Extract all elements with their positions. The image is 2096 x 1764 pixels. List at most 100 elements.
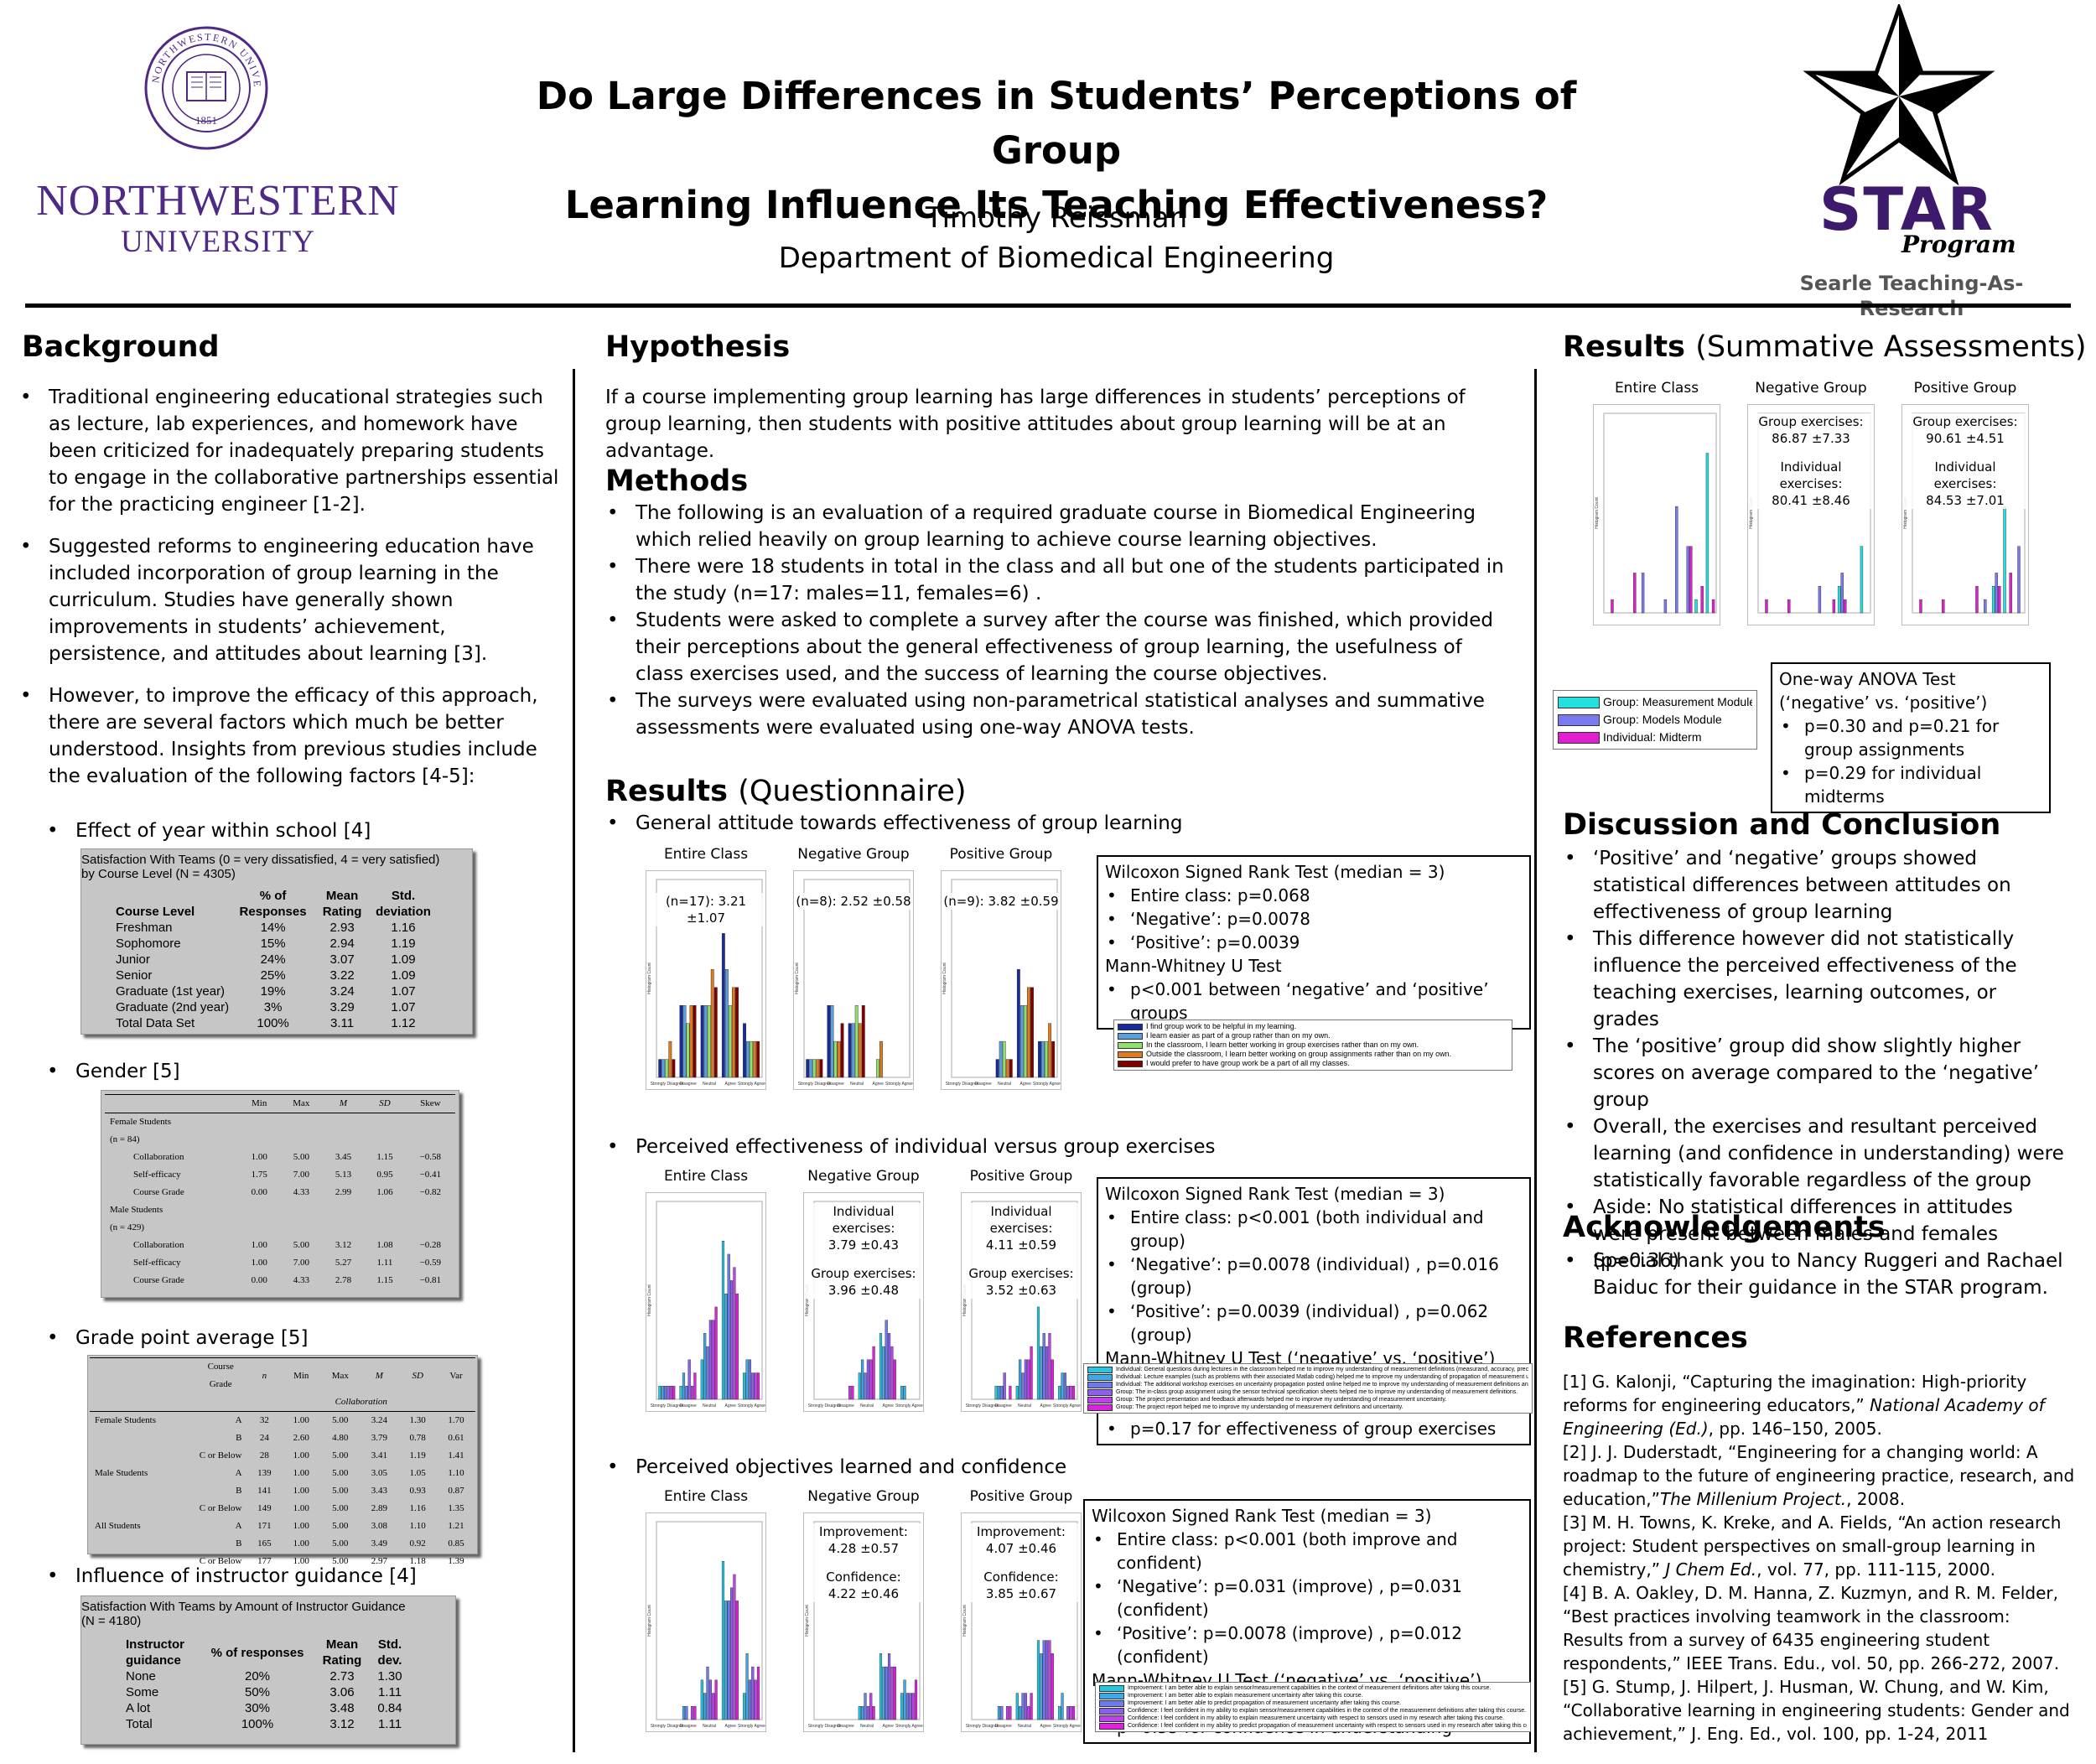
bar xyxy=(1837,586,1841,614)
bar xyxy=(721,1561,725,1720)
background-heading: Background xyxy=(22,330,220,364)
bar-chart: Histogram Count Strongly DisagreeDisagree… xyxy=(942,879,1061,1087)
legend-swatch xyxy=(1099,1684,1124,1692)
table-cell xyxy=(323,1131,364,1149)
svg-text:NORTHWESTERN UNIVERSITY: NORTHWESTERN UNIVERSITY xyxy=(143,25,263,89)
bar xyxy=(735,1601,739,1720)
table-cell: −0.41 xyxy=(419,1170,442,1180)
annotation-line: Confidence: xyxy=(983,1569,1059,1585)
legend-item: Confidence: I feel confident in my abili… xyxy=(1099,1722,1527,1730)
x-tick-label: Neutral xyxy=(703,1724,716,1729)
table-cell: Junior xyxy=(116,952,150,967)
bar xyxy=(733,1267,736,1400)
table-cell: 100% xyxy=(241,1717,274,1731)
table-cell: 5.00 xyxy=(293,1240,309,1250)
stat-bullet: Entire class: p<0.001 (both improve and … xyxy=(1092,1528,1523,1575)
title-line-2: Learning Influence Its Teaching Effectiv… xyxy=(564,183,1549,227)
x-tick-label: Strongly Disagree xyxy=(651,1082,684,1087)
bar xyxy=(748,1679,752,1720)
reference-item: [4] B. A. Oakley, D. M. Hanna, Z. Kuzmyn… xyxy=(1563,1581,2076,1675)
bar xyxy=(735,1293,739,1400)
bar xyxy=(679,1004,683,1078)
table-row: Sophomore 15% 2.94 1.19 xyxy=(112,936,435,952)
legend-swatch xyxy=(1118,1041,1143,1049)
bar xyxy=(1000,1706,1004,1720)
legend-item: In the classroom, I learn better working… xyxy=(1118,1040,1508,1050)
stat-bullet: Entire class: p=0.068 xyxy=(1105,884,1523,907)
table-cell: 2.94 xyxy=(329,936,355,951)
table-cell: 5.00 xyxy=(332,1521,349,1531)
y-axis-label: Histogram Count xyxy=(647,1284,652,1316)
chart-panel: Histogram Count Group exercises: 90.61 ±4.… xyxy=(1901,404,2029,625)
legend-label: In the classroom, I learn better working… xyxy=(1146,1040,1419,1049)
table-row: Male Students A 139 1.00 5.00 3.05 1.05 1.10 xyxy=(90,1465,475,1482)
table-cell xyxy=(364,1201,405,1219)
chart-panel: Histogram Count Strongly Disagree Disagree… xyxy=(646,1512,766,1732)
reference-text: [2] J. J. Duderstadt, “Engineering for a… xyxy=(1563,1442,2075,1509)
bar xyxy=(1027,987,1030,1078)
gender-data: Min Max M SD Skew Female Students (n = 84) Col… xyxy=(105,1094,455,1289)
bar xyxy=(1027,1359,1030,1400)
table-cell: 1.00 xyxy=(251,1240,267,1250)
table-row: C or Below 149 1.00 5.00 2.89 1.16 1.35 xyxy=(90,1500,475,1518)
legend-label: Improvement: I am better able to explain… xyxy=(1128,1693,1363,1699)
bar xyxy=(1705,453,1709,614)
table-cell: A lot xyxy=(126,1701,151,1715)
hypothesis-text: If a course implementing group learning … xyxy=(605,387,1466,462)
chart-panel-title: Entire Class xyxy=(663,1488,749,1505)
col-header: Max xyxy=(331,1370,349,1381)
x-tick-label: Disagree xyxy=(995,1724,1012,1729)
table-cell: 165 xyxy=(257,1538,272,1549)
stat-bullet: p=0.29 for individual midterms xyxy=(1779,761,2042,808)
bar xyxy=(890,1666,894,1720)
bar xyxy=(1024,1693,1027,1720)
bar xyxy=(703,1333,707,1400)
table-cell: Total xyxy=(126,1717,153,1731)
legend-swatch xyxy=(1099,1707,1124,1715)
bar xyxy=(754,1372,757,1400)
table-cell: 1.10 xyxy=(448,1468,464,1478)
bar xyxy=(1041,1040,1045,1078)
table-cell: 3.43 xyxy=(371,1486,387,1496)
legend-label: Confidence: I feel confident in my abili… xyxy=(1128,1708,1527,1714)
col-header: Course Grade xyxy=(207,1362,234,1389)
table-title: Satisfaction With Teams by Amount of Ins… xyxy=(81,1600,406,1614)
methods-heading: Methods xyxy=(605,464,749,498)
background-bullet: However, to improve the efficacy of this… xyxy=(18,682,559,790)
legend-item: Improvement: I am better able to explain… xyxy=(1099,1692,1527,1699)
objectives-legend: Improvement: I am better able to explain… xyxy=(1095,1682,1531,1732)
bar xyxy=(1048,1023,1052,1078)
legend-item: Group: The in-class group assignment usi… xyxy=(1087,1388,1528,1396)
title-line-1: Do Large Differences in Students’ Percep… xyxy=(536,74,1577,173)
bar xyxy=(746,1040,750,1078)
table-cell: 1.16 xyxy=(409,1503,426,1513)
exercises-chart-group: Entire Class Histogram Count Strongly Disa… xyxy=(646,1167,1090,1429)
bar xyxy=(1015,1386,1019,1400)
bar xyxy=(1051,1040,1056,1078)
section-label: Perceived effectiveness of individual ve… xyxy=(605,1134,1215,1160)
table-cell: 1.15 xyxy=(376,1152,393,1162)
bar-chart: Histogram Count Strongly DisagreeDisagree… xyxy=(962,1521,1081,1729)
x-tick-label: Neutral xyxy=(1018,1724,1031,1729)
bar xyxy=(827,1004,831,1078)
stat-bullet: p<0.001 between ‘negative’ and ‘positive… xyxy=(1105,978,1523,1025)
background-bullet: Suggested reforms to engineering educati… xyxy=(18,533,559,667)
table-cell xyxy=(238,1219,279,1237)
questionnaire-item-2: Perceived effectiveness of individual ve… xyxy=(605,1134,1215,1160)
legend-item: Individual: The additional workshop exer… xyxy=(1087,1381,1528,1388)
panel-annotation: Group exercises: 90.61 ±4.51 Individual ex… xyxy=(1902,413,2028,509)
table-cell: 0.93 xyxy=(409,1486,426,1496)
bar xyxy=(1765,599,1768,614)
x-tick-label: Strongly Disagree xyxy=(946,1082,979,1087)
table-cell: 100% xyxy=(257,1016,289,1030)
table-cell: 3.41 xyxy=(371,1450,387,1460)
table-row: Female Students xyxy=(105,1113,455,1132)
legend-item: Confidence: I feel confident in my abili… xyxy=(1099,1715,1527,1722)
table-cell: 171 xyxy=(257,1521,272,1531)
bar xyxy=(733,1574,736,1720)
table-cell: None xyxy=(126,1669,156,1684)
legend-swatch xyxy=(1087,1366,1113,1373)
legend-label: Group: Measurement Module xyxy=(1603,695,1752,708)
table-cell: 5.00 xyxy=(332,1486,349,1496)
discussion-bullets: ‘Positive’ and ‘negative’ groups showed … xyxy=(1563,845,2066,1274)
